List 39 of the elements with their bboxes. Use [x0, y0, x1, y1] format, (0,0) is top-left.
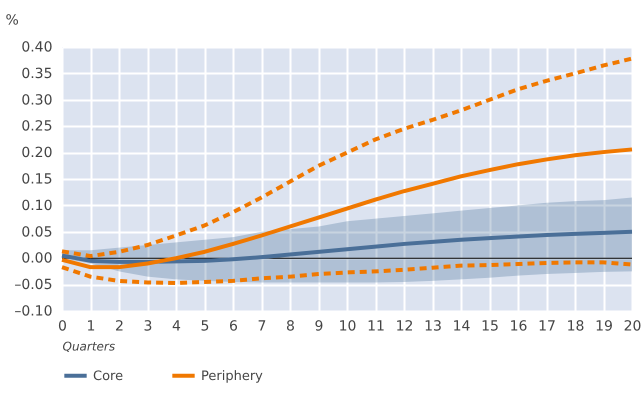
- y-tick-label: 0.40: [21, 40, 52, 56]
- x-axis-title: Quarters: [62, 340, 116, 354]
- y-tick-label: 0.15: [21, 172, 52, 188]
- y-tick-label: 0.10: [21, 198, 52, 214]
- x-tick-label: 20: [624, 318, 641, 334]
- x-tick-label: 12: [396, 318, 414, 334]
- x-tick-label: 7: [258, 318, 266, 334]
- x-tick-label: 4: [172, 318, 182, 334]
- y-tick-label: –0.10: [14, 304, 52, 320]
- x-tick-label: 18: [566, 318, 584, 334]
- y-tick-label: 0.05: [21, 224, 52, 240]
- line-series: [60, 230, 634, 264]
- line-series: [60, 147, 634, 270]
- x-tick-label: 0: [58, 318, 67, 334]
- x-tick-label: 14: [452, 318, 470, 334]
- y-tick-label: 0.35: [21, 66, 52, 82]
- x-tick-label: 16: [510, 318, 528, 334]
- x-tick-label: 6: [229, 318, 238, 334]
- x-tick-label: 3: [144, 318, 152, 334]
- y-tick-label: 0.30: [21, 92, 52, 108]
- x-tick-label: 8: [286, 318, 295, 334]
- y-tick-label: 0.20: [21, 145, 52, 162]
- x-tick-label: 15: [481, 318, 499, 334]
- y-tick-label: 0.00: [21, 250, 52, 267]
- x-tick-label: 1: [86, 318, 96, 334]
- x-tick-label: 2: [115, 318, 124, 334]
- x-tick-label: 11: [367, 318, 385, 334]
- y-tick-label: 0.25: [21, 118, 52, 135]
- x-tick-label: 5: [200, 318, 210, 334]
- x-tick-label: 13: [424, 318, 442, 334]
- x-tick-label: 9: [314, 318, 324, 334]
- line-series: [60, 56, 634, 258]
- y-axis-title: %: [6, 12, 19, 28]
- y-tick-label: –0.05: [14, 277, 52, 294]
- x-tick-label: 19: [595, 318, 613, 334]
- legend-label: Core: [93, 368, 124, 384]
- x-tick-label: 10: [338, 318, 356, 334]
- x-tick-label: 17: [538, 318, 556, 334]
- legend-label: Periphery: [201, 368, 264, 384]
